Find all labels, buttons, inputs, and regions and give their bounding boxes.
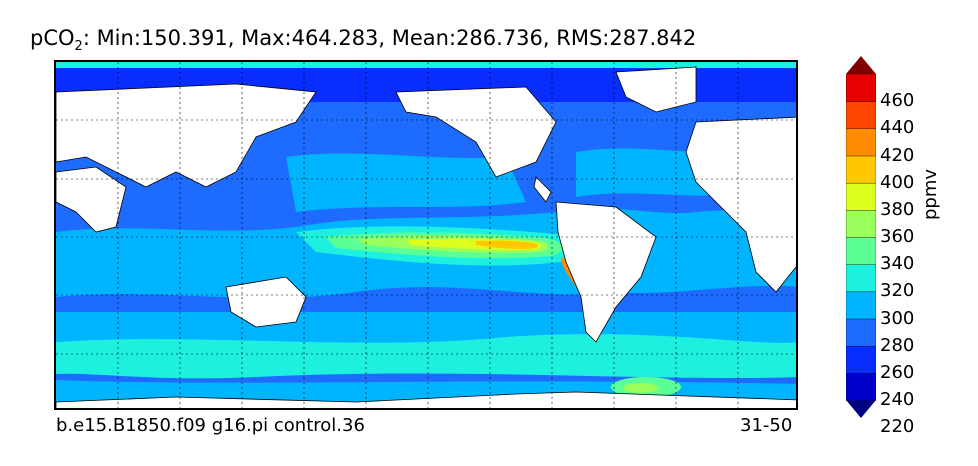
title-variable: pCO <box>30 26 75 50</box>
case-name-label: b.e15.B1850.f09 g16.pi control.36 <box>56 415 365 436</box>
land-australia <box>225 276 307 328</box>
colorbar-segment <box>846 236 876 265</box>
colorbar-segment <box>846 128 876 157</box>
colorbar-segment <box>846 182 876 211</box>
colorbar <box>846 56 876 418</box>
land-africa-europe <box>685 116 796 293</box>
north-pacific-band <box>286 153 526 212</box>
colorbar-unit-label: ppmv <box>920 168 941 220</box>
graticule <box>56 62 796 408</box>
colorbar-extend-min <box>846 400 876 418</box>
colorbar-segment <box>846 372 876 401</box>
title-stats: : Min:150.391, Max:464.283, Mean:286.736… <box>82 26 697 50</box>
colorbar-tick-label: 260 <box>880 361 915 383</box>
land-africa-east <box>56 166 127 233</box>
colorbar-segment <box>846 345 876 374</box>
ocean-pco2-map <box>54 60 798 410</box>
colorbar-segment <box>846 291 876 320</box>
colorbar-segment <box>846 155 876 184</box>
colorbar-tick-label: 320 <box>880 280 915 302</box>
colorbar-tick-label: 300 <box>880 307 915 329</box>
plot-title: pCO2: Min:150.391, Max:464.283, Mean:286… <box>30 26 696 54</box>
colorbar-segment <box>846 73 876 102</box>
colorbar-tick-label: 220 <box>880 416 915 438</box>
colorbar-segments <box>846 73 876 401</box>
colorbar-tick-label: 440 <box>880 117 915 139</box>
years-label: 31-50 <box>740 415 793 436</box>
colorbar-segment <box>846 263 876 293</box>
map-canvas <box>56 62 796 408</box>
colorbar-tick-label: 380 <box>880 198 915 220</box>
colorbar-segment <box>846 209 876 238</box>
colorbar-tick-label: 400 <box>880 171 915 193</box>
southern-band-300 <box>56 334 796 379</box>
colorbar-tick-label: 360 <box>880 226 915 247</box>
colorbar-segment <box>846 100 876 130</box>
colorbar-tick-label: 240 <box>880 389 915 410</box>
colorbar-tick-label: 460 <box>880 90 915 112</box>
land-eurasia <box>56 83 317 188</box>
eq-tongue-380 <box>476 240 539 249</box>
land-north-america <box>395 86 557 178</box>
weddell-patch-340 <box>623 383 659 393</box>
colorbar-tick-label: 280 <box>880 334 915 356</box>
arctic-strip <box>56 62 796 68</box>
colorbar-extend-max <box>846 56 876 74</box>
colorbar-segment <box>846 318 876 347</box>
colorbar-tick-label: 340 <box>880 253 915 275</box>
colorbar-tick-label: 420 <box>880 144 915 166</box>
land-antarctica <box>56 391 796 408</box>
land-central-america <box>533 176 552 203</box>
title-subscript: 2 <box>74 39 83 55</box>
